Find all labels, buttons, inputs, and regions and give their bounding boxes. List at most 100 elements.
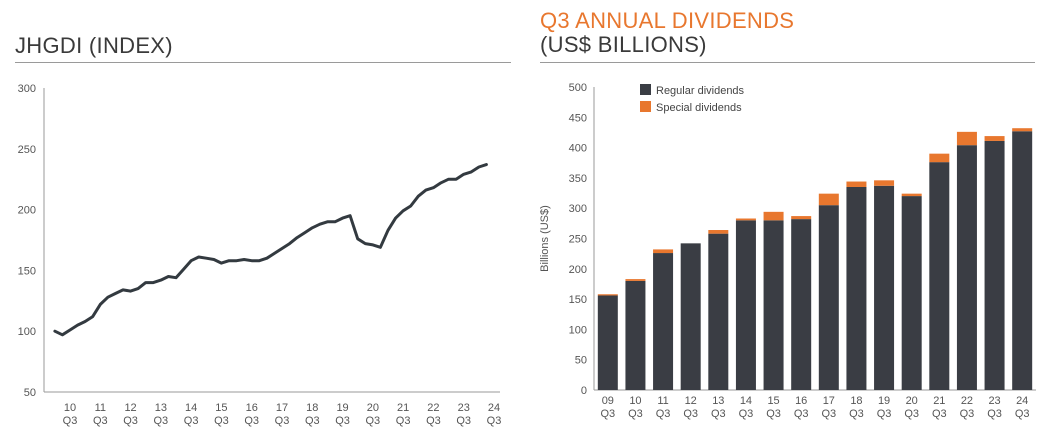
- x-tick-label-quarter: Q3: [366, 415, 381, 427]
- bar-special-dividends: [763, 211, 784, 221]
- x-tick-label-quarter: Q3: [123, 415, 138, 427]
- x-tick-label-year: 24: [1016, 395, 1028, 407]
- bar-special-dividends: [1012, 128, 1033, 132]
- x-tick-label-quarter: Q3: [184, 415, 199, 427]
- x-tick-label-year: 18: [850, 395, 862, 407]
- x-tick-label-year: 16: [795, 395, 807, 407]
- y-tick-label: 100: [569, 324, 587, 336]
- bar-special-dividends: [735, 218, 756, 221]
- x-tick-label-quarter: Q3: [305, 415, 320, 427]
- bar-special-dividends: [929, 153, 950, 163]
- x-tick-label-quarter: Q3: [711, 408, 726, 420]
- y-tick-label: 500: [569, 82, 587, 94]
- bar-special-dividends: [818, 193, 839, 206]
- x-tick-label-year: 22: [427, 402, 439, 414]
- x-tick-label-quarter: Q3: [456, 415, 471, 427]
- bar-special-dividends: [597, 294, 618, 296]
- x-tick-label-quarter: Q3: [244, 415, 259, 427]
- bar-regular-dividends: [625, 280, 646, 390]
- x-tick-label-year: 10: [629, 395, 641, 407]
- x-tick-label-year: 20: [906, 395, 918, 407]
- x-tick-label-year: 11: [657, 395, 668, 407]
- x-tick-label-quarter: Q3: [849, 408, 864, 420]
- x-tick-label-year: 17: [823, 395, 835, 407]
- bar-special-dividends: [708, 230, 729, 234]
- x-tick-label-quarter: Q3: [214, 415, 229, 427]
- x-tick-label-quarter: Q3: [821, 408, 836, 420]
- bar-regular-dividends: [791, 219, 812, 390]
- bar-regular-dividends: [735, 220, 756, 390]
- x-tick-label-year: 15: [767, 395, 779, 407]
- bar-special-dividends: [846, 181, 867, 187]
- x-tick-label-year: 20: [367, 402, 379, 414]
- y-tick-label: 450: [569, 112, 587, 124]
- legend-label-regular: Regular dividends: [656, 85, 745, 97]
- y-tick-label: 300: [569, 203, 587, 215]
- x-tick-label-year: 24: [488, 402, 500, 414]
- bar-special-dividends: [791, 216, 812, 220]
- x-tick-label-quarter: Q3: [904, 408, 919, 420]
- x-tick-label-year: 21: [933, 395, 945, 407]
- x-tick-label-year: 13: [712, 395, 724, 407]
- y-tick-label: 100: [18, 326, 36, 338]
- right-title-rule: [540, 62, 1035, 63]
- bar-regular-dividends: [874, 185, 895, 390]
- x-tick-label-quarter: Q3: [932, 408, 947, 420]
- x-tick-label-quarter: Q3: [628, 408, 643, 420]
- bar-regular-dividends: [901, 196, 922, 390]
- x-tick-label-year: 19: [336, 402, 348, 414]
- x-tick-label-year: 14: [185, 402, 197, 414]
- legend-label-special: Special dividends: [656, 102, 742, 114]
- x-tick-label-quarter: Q3: [656, 408, 671, 420]
- x-tick-label-year: 19: [878, 395, 890, 407]
- left-title-rule: [15, 62, 511, 63]
- bar-special-dividends: [901, 193, 922, 197]
- bar-special-dividends: [984, 136, 1005, 141]
- x-tick-label-quarter: Q3: [335, 415, 350, 427]
- bar-regular-dividends: [653, 253, 674, 390]
- x-tick-label-year: 18: [306, 402, 318, 414]
- legend-swatch-special: [640, 101, 651, 112]
- y-tick-label: 50: [24, 387, 36, 399]
- x-tick-label-quarter: Q3: [960, 408, 975, 420]
- x-tick-label-year: 10: [64, 402, 76, 414]
- bar-special-dividends: [625, 279, 646, 281]
- bar-regular-dividends: [763, 220, 784, 390]
- legend-swatch-regular: [640, 84, 651, 95]
- y-tick-label: 200: [18, 205, 36, 217]
- x-tick-label-quarter: Q3: [275, 415, 290, 427]
- bar-regular-dividends: [846, 186, 867, 390]
- x-tick-label-year: 13: [155, 402, 167, 414]
- left-chart-title: JHGDI (INDEX): [15, 33, 173, 58]
- bar-regular-dividends: [708, 233, 729, 390]
- x-tick-label-year: 14: [740, 395, 752, 407]
- x-tick-label-year: 22: [961, 395, 973, 407]
- bar-regular-dividends: [956, 145, 977, 390]
- x-tick-label-year: 12: [124, 402, 136, 414]
- x-tick-label-year: 09: [602, 395, 614, 407]
- x-tick-label-year: 21: [397, 402, 409, 414]
- x-tick-label-quarter: Q3: [487, 415, 502, 427]
- y-tick-label: 400: [569, 143, 587, 155]
- right-chart-title-line1: Q3 ANNUAL DIVIDENDS: [540, 8, 795, 33]
- x-tick-label-quarter: Q3: [154, 415, 169, 427]
- y-tick-label: 200: [569, 264, 587, 276]
- x-tick-label-year: 12: [685, 395, 697, 407]
- bar-special-dividends: [956, 131, 977, 146]
- bar-regular-dividends: [597, 295, 618, 390]
- x-tick-label-quarter: Q3: [600, 408, 615, 420]
- bar-regular-dividends: [1012, 131, 1033, 390]
- x-tick-label-year: 23: [458, 402, 470, 414]
- x-tick-label-year: 16: [246, 402, 258, 414]
- bar-regular-dividends: [984, 140, 1005, 390]
- bar-regular-dividends: [680, 243, 701, 390]
- x-tick-label-quarter: Q3: [766, 408, 781, 420]
- y-tick-label: 250: [18, 144, 36, 156]
- x-tick-label-quarter: Q3: [987, 408, 1002, 420]
- x-tick-label-quarter: Q3: [396, 415, 411, 427]
- x-tick-label-year: 15: [215, 402, 227, 414]
- x-tick-label-quarter: Q3: [683, 408, 698, 420]
- x-tick-label-year: 17: [276, 402, 288, 414]
